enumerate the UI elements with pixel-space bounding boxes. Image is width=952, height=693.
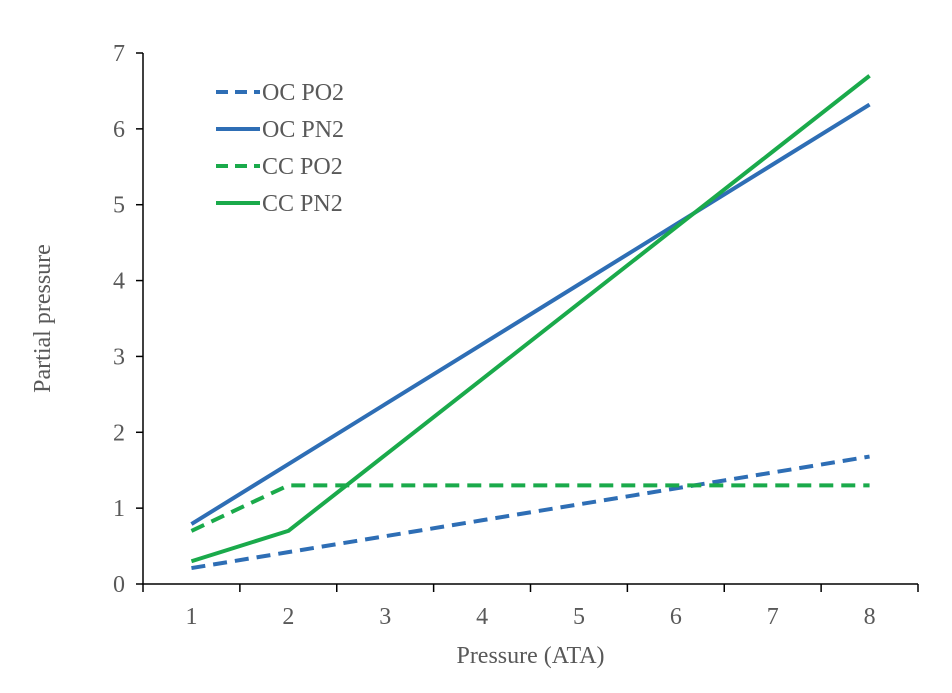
series-line-oc-po2	[191, 454, 870, 571]
axes: 1 2 3 4 5 6 7 8 0 1 2 3 4 5 6 7	[113, 41, 919, 630]
x-tick-label: 5	[573, 604, 585, 630]
legend-label: OC PN2	[262, 117, 344, 143]
x-tick-label: 6	[670, 604, 682, 630]
x-tick-label: 2	[282, 604, 294, 630]
y-tick-labels: 0 1 2 3 4 5 6 7	[113, 41, 125, 598]
x-tick-label: 1	[185, 604, 197, 630]
series-line-cc-pn2	[190, 74, 871, 564]
x-tick-label: 4	[476, 604, 488, 630]
series-line-oc-pn2	[190, 102, 871, 526]
series-layer	[190, 74, 871, 571]
y-axis-title: Partial pressure	[30, 244, 56, 393]
y-tick-label: 1	[113, 496, 125, 522]
y-tick-label: 4	[113, 269, 125, 295]
y-tick-label: 5	[113, 193, 125, 219]
legend: OC PO2 OC PN2 CC PO2 CC PN2	[216, 80, 344, 217]
y-tick-label: 7	[113, 41, 125, 67]
x-axis-title: Pressure (ATA)	[456, 643, 604, 669]
legend-label: CC PN2	[262, 191, 343, 217]
y-tick-label: 0	[113, 572, 125, 598]
x-ticks	[142, 584, 919, 592]
x-tick-label: 8	[864, 604, 876, 630]
legend-label: OC PO2	[262, 80, 344, 106]
y-ticks	[136, 52, 143, 585]
y-tick-label: 6	[113, 117, 125, 143]
y-tick-label: 2	[113, 420, 125, 446]
series-line-cc-po2	[190, 483, 870, 533]
y-tick-label: 3	[113, 344, 125, 370]
x-tick-labels: 1 2 3 4 5 6 7 8	[185, 604, 875, 630]
x-tick-label: 7	[767, 604, 779, 630]
x-tick-label: 3	[379, 604, 391, 630]
legend-label: CC PO2	[262, 154, 343, 180]
